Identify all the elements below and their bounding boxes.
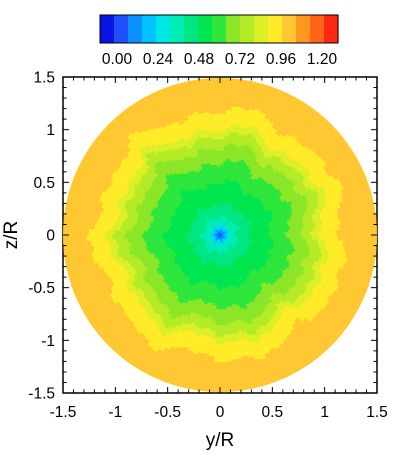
colorbar-swatch <box>114 15 129 43</box>
colorbar-swatch <box>198 15 213 43</box>
colorbar-swatch <box>100 15 115 43</box>
colorbar-tick-label: 1.20 <box>307 51 338 68</box>
contour-field <box>63 78 377 392</box>
colorbar-swatch <box>156 15 171 43</box>
colorbar-swatch <box>282 15 297 43</box>
colorbar-swatch <box>212 15 227 43</box>
colorbar-tick-label: 0.00 <box>102 51 133 68</box>
colorbar-swatch <box>128 15 143 43</box>
colorbar-swatch <box>310 15 325 43</box>
colorbar-swatch <box>226 15 241 43</box>
colorbar-swatch <box>296 15 311 43</box>
colorbar-swatch <box>268 15 283 43</box>
colorbar-border <box>99 14 339 44</box>
colorbar-labels: 0.00 0.24 0.48 0.72 0.96 1.20 <box>102 51 338 68</box>
colorbar-swatch <box>240 15 255 43</box>
colorbar-swatch <box>170 15 185 43</box>
colorbar-swatch <box>184 15 199 43</box>
colorbar-tick-label: 0.72 <box>225 51 255 68</box>
colorbar-swatch <box>324 15 339 43</box>
colorbar-swatch <box>254 15 269 43</box>
colorbar-swatch <box>142 15 157 43</box>
colorbar <box>99 14 339 44</box>
colorbar-tick-label: 0.96 <box>266 51 296 68</box>
colorbar-tick-label: 0.48 <box>184 51 214 68</box>
colorbar-tick-label: 0.24 <box>143 51 174 68</box>
